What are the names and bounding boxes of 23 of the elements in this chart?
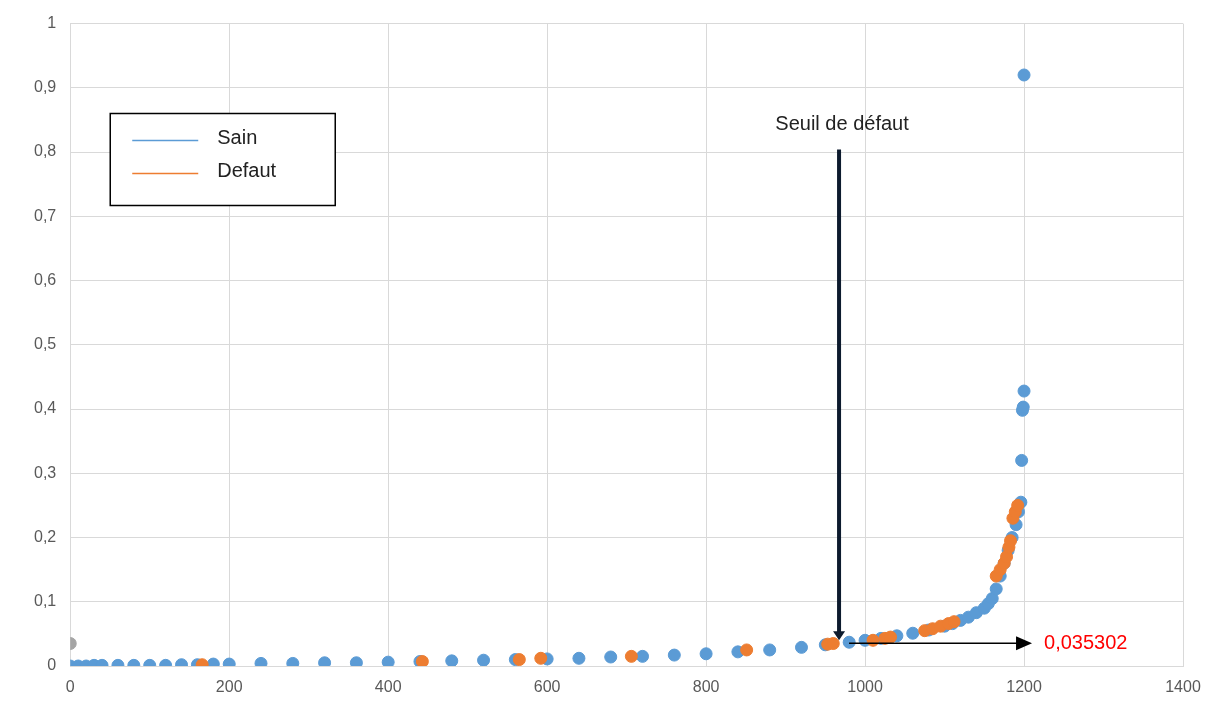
- annotation: Seuil de défaut: [775, 111, 910, 134]
- x-tick-label: 400: [374, 678, 402, 696]
- y-tick-label: 0,7: [33, 206, 57, 224]
- legend-label: Sain: [217, 126, 258, 149]
- annotation: 0,035302: [1044, 630, 1128, 653]
- y-tick-label: 0,8: [33, 142, 57, 160]
- y-tick-label: 0,3: [33, 463, 57, 481]
- x-tick-label: 1000: [847, 678, 883, 696]
- y-tick-label: 0,2: [33, 527, 57, 545]
- x-tick-label: 200: [215, 678, 243, 696]
- legend-label: Defaut: [217, 159, 277, 182]
- y-tick-label: 0,4: [33, 399, 57, 417]
- y-tick-label: 0,6: [33, 270, 57, 288]
- y-tick-label: 0,5: [33, 335, 57, 353]
- y-tick-label: 0: [47, 656, 57, 674]
- x-tick-label: 800: [692, 678, 720, 696]
- y-tick-label: 0,9: [33, 78, 57, 96]
- x-tick-label: 0: [65, 678, 75, 696]
- x-tick-label: 1200: [1006, 678, 1042, 696]
- y-tick-label: 0,1: [33, 592, 57, 610]
- x-tick-label: 600: [533, 678, 561, 696]
- x-tick-label: 1400: [1165, 678, 1201, 696]
- y-tick-label: 1: [47, 14, 57, 32]
